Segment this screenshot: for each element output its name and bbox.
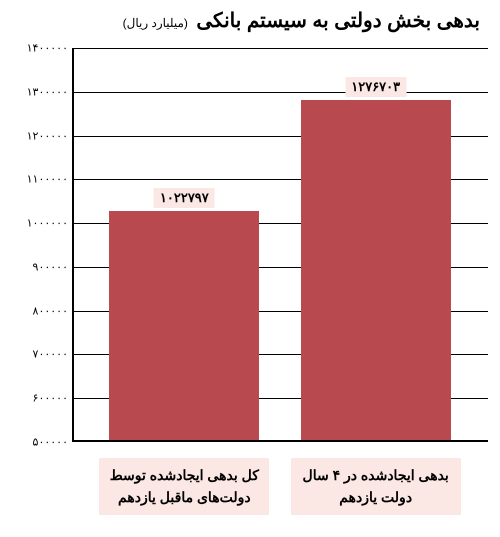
x-category-label: بدهی ایجادشده در ۴ سال دولت یازدهم — [291, 458, 461, 515]
y-tick-label: ۸۰۰۰۰۰ — [33, 304, 74, 317]
y-tick-label: ۷۰۰۰۰۰ — [33, 348, 74, 361]
x-category-label: کل بدهی ایجادشده توسط دولت‌های ماقبل یاز… — [99, 458, 269, 515]
bar-value-label: ۱۲۷۶۷۰۳ — [345, 77, 406, 97]
chart-container: ۵۰۰۰۰۰۶۰۰۰۰۰۷۰۰۰۰۰۸۰۰۰۰۰۹۰۰۰۰۰۱۰۰۰۰۰۰۱۱۰… — [72, 48, 488, 442]
bar-value-label: ۱۰۲۲۷۹۷ — [154, 188, 215, 208]
x-axis-labels: بدهی ایجادشده در ۴ سال دولت یازدهم کل بده… — [72, 452, 488, 527]
grid-line — [74, 48, 488, 49]
chart-title-area: بدهی بخش دولتی به سیستم بانکی (میلیارد ر… — [20, 8, 480, 33]
chart-unit: (میلیارد ریال) — [123, 16, 188, 30]
plot-area: ۵۰۰۰۰۰۶۰۰۰۰۰۷۰۰۰۰۰۸۰۰۰۰۰۹۰۰۰۰۰۱۰۰۰۰۰۰۱۱۰… — [72, 48, 488, 442]
y-tick-label: ۱۳۰۰۰۰۰ — [27, 85, 74, 98]
y-tick-label: ۱۴۰۰۰۰۰ — [27, 42, 74, 55]
grid-line — [74, 92, 488, 93]
y-tick-label: ۱۲۰۰۰۰۰ — [27, 129, 74, 142]
y-tick-label: ۵۰۰۰۰۰ — [33, 436, 74, 449]
bar: ۱۲۷۶۷۰۳ — [301, 100, 451, 440]
y-tick-label: ۱۰۰۰۰۰۰ — [27, 217, 74, 230]
y-tick-label: ۶۰۰۰۰۰ — [33, 392, 74, 405]
y-tick-label: ۱۱۰۰۰۰۰ — [27, 173, 74, 186]
chart-title: بدهی بخش دولتی به سیستم بانکی — [196, 10, 480, 32]
bar: ۱۰۲۲۷۹۷ — [109, 211, 259, 440]
y-tick-label: ۹۰۰۰۰۰ — [33, 260, 74, 273]
